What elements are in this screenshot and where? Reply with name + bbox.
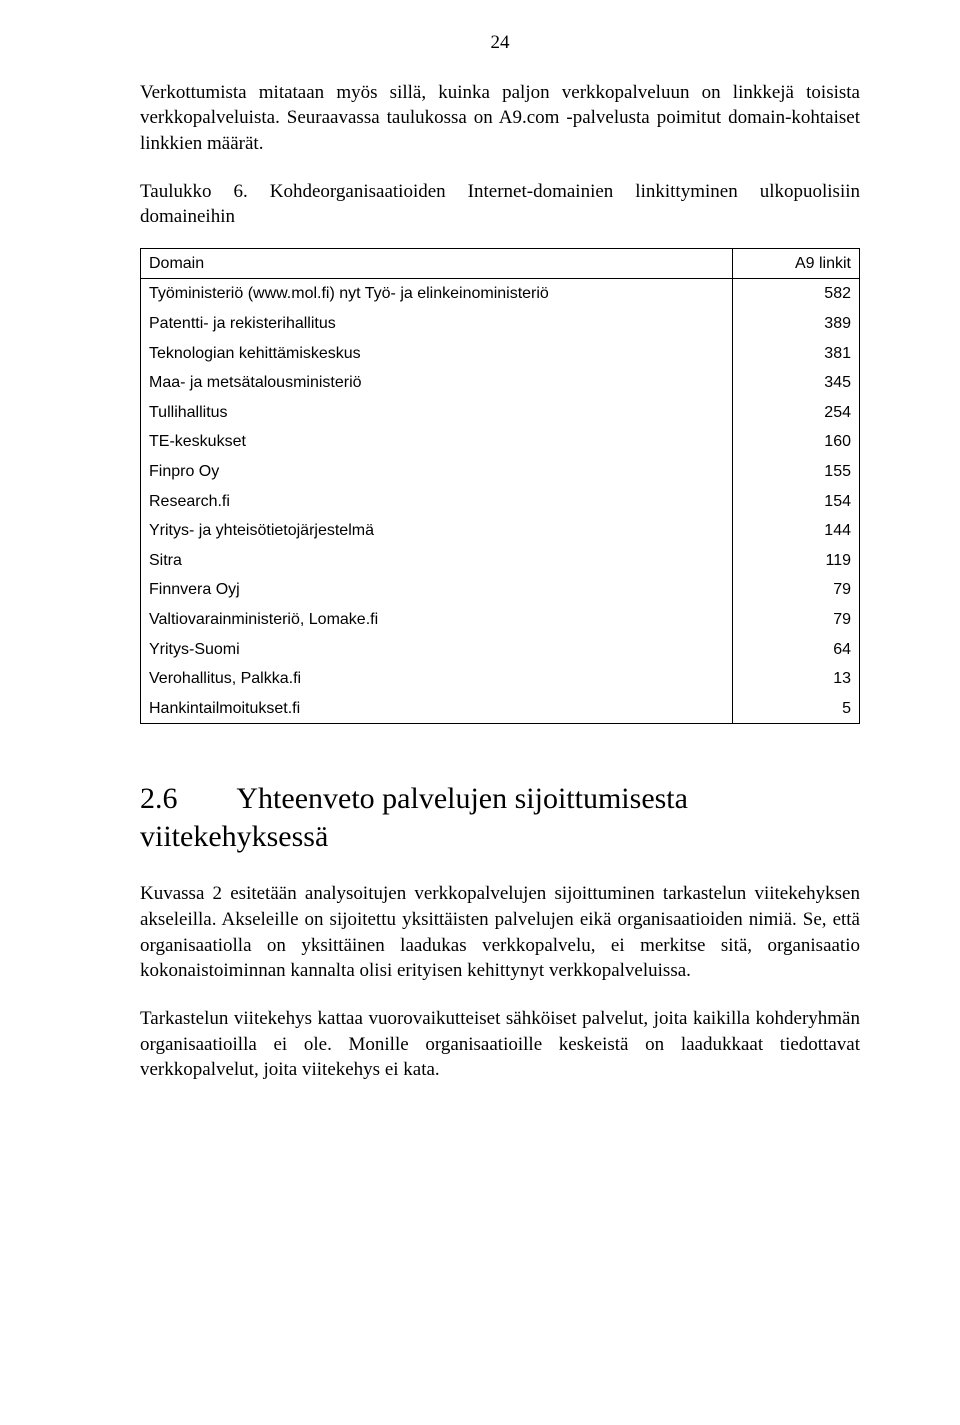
table-row: Työministeriö (www.mol.fi) nyt Työ- ja e… bbox=[141, 279, 860, 309]
table-cell-name: Patentti- ja rekisterihallitus bbox=[141, 309, 733, 339]
table-cell-name: Maa- ja metsätalousministeriö bbox=[141, 368, 733, 398]
table-cell-value: 119 bbox=[733, 546, 860, 576]
table-cell-name: Sitra bbox=[141, 546, 733, 576]
table-cell-value: 5 bbox=[733, 694, 860, 724]
table-cell-value: 254 bbox=[733, 398, 860, 428]
table-cell-value: 79 bbox=[733, 605, 860, 635]
table-cell-name: Valtiovarainministeriö, Lomake.fi bbox=[141, 605, 733, 635]
table-row: Yritys-Suomi64 bbox=[141, 635, 860, 665]
domain-table: Domain A9 linkit Työministeriö (www.mol.… bbox=[140, 248, 860, 725]
body-paragraph-2: Tarkastelun viitekehys kattaa vuorovaiku… bbox=[140, 1006, 860, 1083]
table-cell-value: 155 bbox=[733, 457, 860, 487]
table-header-value: A9 linkit bbox=[733, 248, 860, 279]
table-cell-name: Finpro Oy bbox=[141, 457, 733, 487]
table-row: Sitra119 bbox=[141, 546, 860, 576]
table-row: Valtiovarainministeriö, Lomake.fi79 bbox=[141, 605, 860, 635]
table-cell-value: 79 bbox=[733, 575, 860, 605]
section-number: 2.6 bbox=[140, 780, 230, 818]
domain-table-wrap: Domain A9 linkit Työministeriö (www.mol.… bbox=[140, 248, 860, 725]
table-row: Yritys- ja yhteisötietojärjestelmä144 bbox=[141, 516, 860, 546]
table-row: Patentti- ja rekisterihallitus389 bbox=[141, 309, 860, 339]
table-cell-value: 154 bbox=[733, 487, 860, 517]
table-cell-name: Työministeriö (www.mol.fi) nyt Työ- ja e… bbox=[141, 279, 733, 309]
table-row: Teknologian kehittämiskeskus381 bbox=[141, 339, 860, 369]
table-header-name: Domain bbox=[141, 248, 733, 279]
table-cell-value: 381 bbox=[733, 339, 860, 369]
page-number: 24 bbox=[140, 30, 860, 56]
table-cell-name: Finnvera Oyj bbox=[141, 575, 733, 605]
table-caption: Taulukko 6. Kohdeorganisaatioiden Intern… bbox=[140, 179, 860, 230]
table-cell-name: Teknologian kehittämiskeskus bbox=[141, 339, 733, 369]
table-cell-name: Verohallitus, Palkka.fi bbox=[141, 664, 733, 694]
section-heading: 2.6 Yhteenveto palvelujen sijoittumisest… bbox=[140, 780, 860, 855]
table-row: TE-keskukset160 bbox=[141, 427, 860, 457]
body-paragraph-1: Kuvassa 2 esitetään analysoitujen verkko… bbox=[140, 881, 860, 984]
table-row: Maa- ja metsätalousministeriö345 bbox=[141, 368, 860, 398]
table-row: Verohallitus, Palkka.fi13 bbox=[141, 664, 860, 694]
table-cell-value: 582 bbox=[733, 279, 860, 309]
table-row: Finnvera Oyj79 bbox=[141, 575, 860, 605]
table-cell-name: Tullihallitus bbox=[141, 398, 733, 428]
table-cell-name: Hankintailmoitukset.fi bbox=[141, 694, 733, 724]
table-cell-value: 160 bbox=[733, 427, 860, 457]
table-cell-value: 144 bbox=[733, 516, 860, 546]
table-row: Hankintailmoitukset.fi5 bbox=[141, 694, 860, 724]
table-header-row: Domain A9 linkit bbox=[141, 248, 860, 279]
table-cell-name: TE-keskukset bbox=[141, 427, 733, 457]
table-cell-value: 64 bbox=[733, 635, 860, 665]
table-cell-name: Research.fi bbox=[141, 487, 733, 517]
table-cell-value: 345 bbox=[733, 368, 860, 398]
intro-paragraph: Verkottumista mitataan myös sillä, kuink… bbox=[140, 80, 860, 157]
table-row: Tullihallitus254 bbox=[141, 398, 860, 428]
table-cell-name: Yritys- ja yhteisötietojärjestelmä bbox=[141, 516, 733, 546]
table-cell-value: 389 bbox=[733, 309, 860, 339]
table-row: Finpro Oy155 bbox=[141, 457, 860, 487]
table-cell-value: 13 bbox=[733, 664, 860, 694]
table-row: Research.fi154 bbox=[141, 487, 860, 517]
table-cell-name: Yritys-Suomi bbox=[141, 635, 733, 665]
